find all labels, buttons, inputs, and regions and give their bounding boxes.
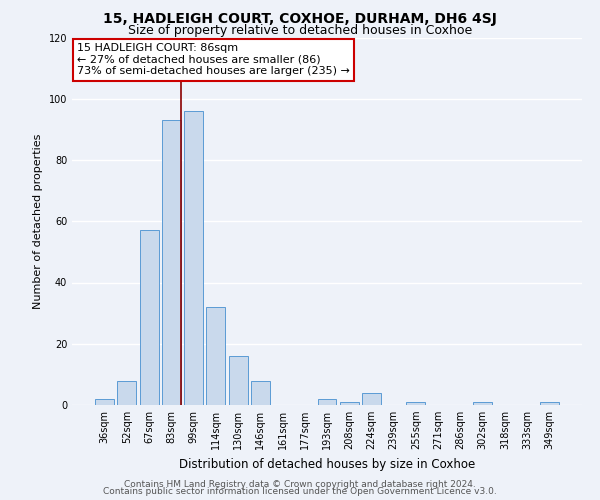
Bar <box>473 402 492 405</box>
Bar <box>162 120 181 405</box>
Bar <box>317 399 337 405</box>
Bar <box>406 402 425 405</box>
Bar <box>540 402 559 405</box>
Bar <box>362 393 381 405</box>
Bar <box>118 380 136 405</box>
Bar <box>251 380 270 405</box>
Bar <box>340 402 359 405</box>
Text: Contains public sector information licensed under the Open Government Licence v3: Contains public sector information licen… <box>103 488 497 496</box>
Text: Size of property relative to detached houses in Coxhoe: Size of property relative to detached ho… <box>128 24 472 37</box>
Text: 15, HADLEIGH COURT, COXHOE, DURHAM, DH6 4SJ: 15, HADLEIGH COURT, COXHOE, DURHAM, DH6 … <box>103 12 497 26</box>
Bar <box>95 399 114 405</box>
Bar <box>184 111 203 405</box>
Text: 15 HADLEIGH COURT: 86sqm
← 27% of detached houses are smaller (86)
73% of semi-d: 15 HADLEIGH COURT: 86sqm ← 27% of detach… <box>77 43 350 76</box>
Y-axis label: Number of detached properties: Number of detached properties <box>33 134 43 309</box>
X-axis label: Distribution of detached houses by size in Coxhoe: Distribution of detached houses by size … <box>179 458 475 470</box>
Bar <box>140 230 158 405</box>
Text: Contains HM Land Registry data © Crown copyright and database right 2024.: Contains HM Land Registry data © Crown c… <box>124 480 476 489</box>
Bar <box>206 307 225 405</box>
Bar <box>229 356 248 405</box>
